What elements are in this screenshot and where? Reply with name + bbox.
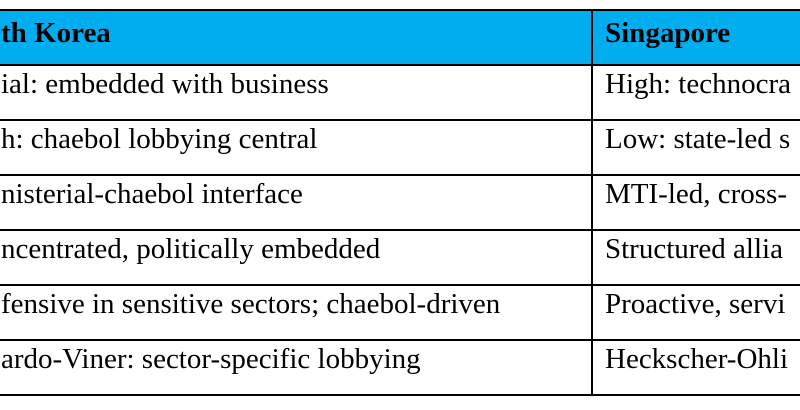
table-border-row [0,64,800,66]
table-cell-left: h: chaebol lobbying central [1,123,318,155]
table-border-row [0,339,800,341]
table-cell-right: Low: state-led s [605,123,791,155]
table-border-row [0,174,800,176]
table-cell-right: High: technocra [605,68,792,100]
table-cell-left: fensive in sensitive sectors; chaebol-dr… [1,288,501,320]
table-cell-left: ardo-Viner: sector-specific lobbying [1,343,421,375]
table-border-row [0,229,800,231]
table-border-row [0,284,800,286]
table-cell-left: nisterial-chaebol interface [1,178,303,210]
header-cell-south-korea: th Korea [1,17,111,49]
table-border-bottom [0,394,800,396]
table-border-row [0,119,800,121]
table-cell-right: Proactive, servi [605,288,786,320]
header-cell-singapore: Singapore [605,17,731,49]
table-border-top [0,9,800,11]
table-cell-right: Heckscher-Ohli [605,343,789,375]
table-cell-left: ncentrated, politically embedded [1,233,381,265]
table-cell-right: Structured allia [605,233,783,265]
table-cell-left: ial: embedded with business [1,68,329,100]
table-header-row [0,11,800,64]
column-divider [591,9,593,396]
table-cell-right: MTI-led, cross- [605,178,788,210]
